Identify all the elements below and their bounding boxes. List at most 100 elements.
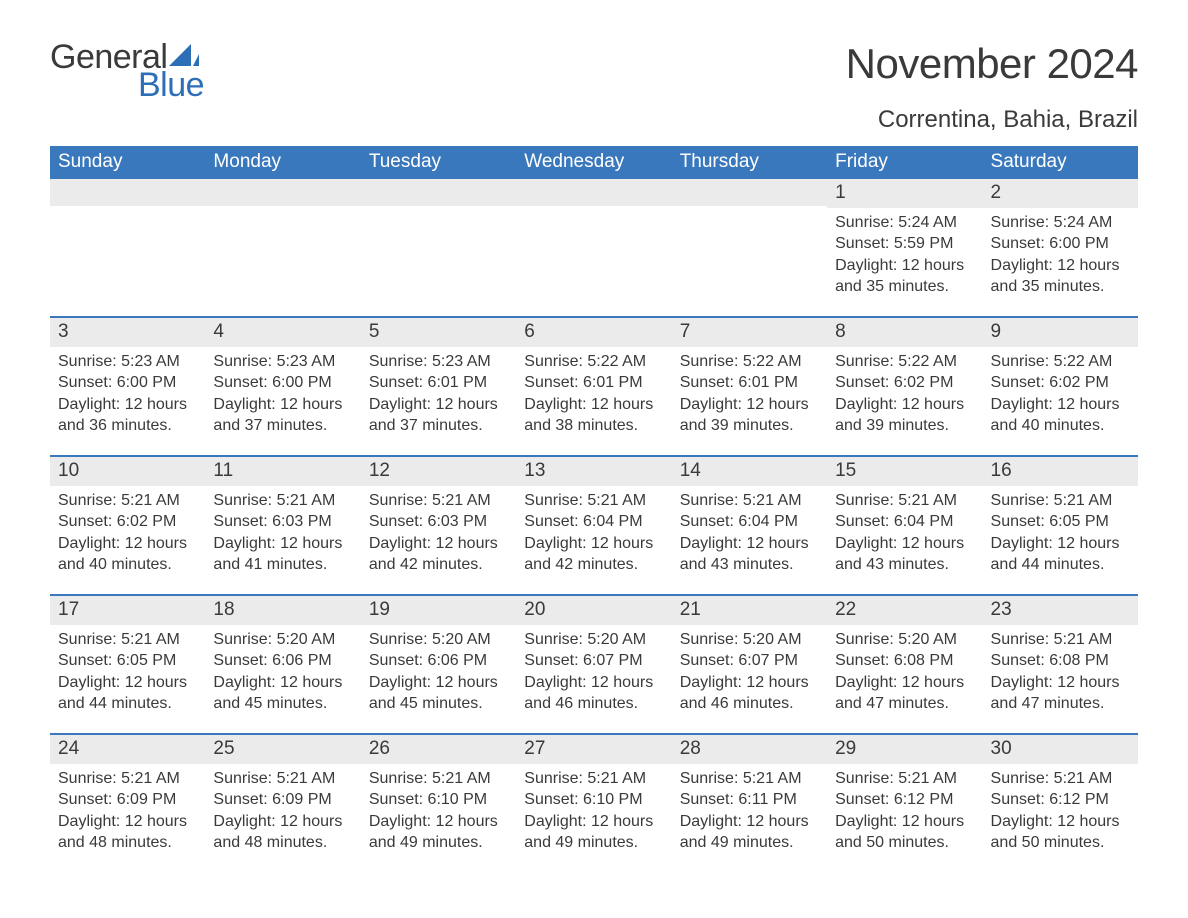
daylight-text: Daylight: 12 hours and 36 minutes. <box>58 394 197 437</box>
empty-day <box>361 179 516 206</box>
day-number: 9 <box>983 318 1138 347</box>
day-number: 16 <box>983 457 1138 486</box>
weekday-header: Monday <box>205 146 360 179</box>
day-details: Sunrise: 5:21 AMSunset: 6:05 PMDaylight:… <box>983 486 1138 594</box>
day-cell: 29Sunrise: 5:21 AMSunset: 6:12 PMDayligh… <box>827 735 982 872</box>
day-number: 14 <box>672 457 827 486</box>
day-cell: 28Sunrise: 5:21 AMSunset: 6:11 PMDayligh… <box>672 735 827 872</box>
day-cell: 8Sunrise: 5:22 AMSunset: 6:02 PMDaylight… <box>827 318 982 455</box>
day-details: Sunrise: 5:24 AMSunset: 6:00 PMDaylight:… <box>983 208 1138 316</box>
day-details: Sunrise: 5:21 AMSunset: 6:02 PMDaylight:… <box>50 486 205 594</box>
day-number: 30 <box>983 735 1138 764</box>
sunset-text: Sunset: 6:05 PM <box>991 511 1130 533</box>
day-cell: 26Sunrise: 5:21 AMSunset: 6:10 PMDayligh… <box>361 735 516 872</box>
sunrise-text: Sunrise: 5:21 AM <box>991 490 1130 512</box>
day-number: 11 <box>205 457 360 486</box>
weekday-header: Friday <box>827 146 982 179</box>
day-cell: 3Sunrise: 5:23 AMSunset: 6:00 PMDaylight… <box>50 318 205 455</box>
sunrise-text: Sunrise: 5:22 AM <box>835 351 974 373</box>
sunrise-text: Sunrise: 5:21 AM <box>524 490 663 512</box>
week-row: 1Sunrise: 5:24 AMSunset: 5:59 PMDaylight… <box>50 179 1138 316</box>
daylight-text: Daylight: 12 hours and 39 minutes. <box>835 394 974 437</box>
sunset-text: Sunset: 6:04 PM <box>524 511 663 533</box>
sunrise-text: Sunrise: 5:21 AM <box>835 490 974 512</box>
sunset-text: Sunset: 6:04 PM <box>680 511 819 533</box>
day-details: Sunrise: 5:21 AMSunset: 6:10 PMDaylight:… <box>361 764 516 872</box>
sunrise-text: Sunrise: 5:21 AM <box>835 768 974 790</box>
day-cell: 21Sunrise: 5:20 AMSunset: 6:07 PMDayligh… <box>672 596 827 733</box>
week-row: 3Sunrise: 5:23 AMSunset: 6:00 PMDaylight… <box>50 316 1138 455</box>
day-details: Sunrise: 5:20 AMSunset: 6:06 PMDaylight:… <box>361 625 516 733</box>
logo-text-blue: Blue <box>138 68 204 102</box>
week-row: 24Sunrise: 5:21 AMSunset: 6:09 PMDayligh… <box>50 733 1138 872</box>
day-number: 8 <box>827 318 982 347</box>
daylight-text: Daylight: 12 hours and 49 minutes. <box>524 811 663 854</box>
day-details: Sunrise: 5:21 AMSunset: 6:12 PMDaylight:… <box>983 764 1138 872</box>
day-details: Sunrise: 5:21 AMSunset: 6:03 PMDaylight:… <box>361 486 516 594</box>
day-details: Sunrise: 5:20 AMSunset: 6:06 PMDaylight:… <box>205 625 360 733</box>
day-details: Sunrise: 5:23 AMSunset: 6:00 PMDaylight:… <box>50 347 205 455</box>
day-details: Sunrise: 5:22 AMSunset: 6:02 PMDaylight:… <box>827 347 982 455</box>
sunset-text: Sunset: 6:07 PM <box>680 650 819 672</box>
daylight-text: Daylight: 12 hours and 45 minutes. <box>213 672 352 715</box>
daylight-text: Daylight: 12 hours and 49 minutes. <box>680 811 819 854</box>
day-cell <box>205 179 360 316</box>
sunrise-text: Sunrise: 5:21 AM <box>58 768 197 790</box>
day-details: Sunrise: 5:21 AMSunset: 6:03 PMDaylight:… <box>205 486 360 594</box>
daylight-text: Daylight: 12 hours and 38 minutes. <box>524 394 663 437</box>
day-cell: 30Sunrise: 5:21 AMSunset: 6:12 PMDayligh… <box>983 735 1138 872</box>
day-cell: 27Sunrise: 5:21 AMSunset: 6:10 PMDayligh… <box>516 735 671 872</box>
daylight-text: Daylight: 12 hours and 44 minutes. <box>58 672 197 715</box>
day-number: 5 <box>361 318 516 347</box>
sunrise-text: Sunrise: 5:21 AM <box>680 768 819 790</box>
day-number: 25 <box>205 735 360 764</box>
day-number: 4 <box>205 318 360 347</box>
sunset-text: Sunset: 6:01 PM <box>680 372 819 394</box>
weekday-header: Saturday <box>983 146 1138 179</box>
day-number: 1 <box>827 179 982 208</box>
day-number: 26 <box>361 735 516 764</box>
day-details: Sunrise: 5:23 AMSunset: 6:01 PMDaylight:… <box>361 347 516 455</box>
sunrise-text: Sunrise: 5:21 AM <box>369 490 508 512</box>
day-cell <box>672 179 827 316</box>
day-cell: 22Sunrise: 5:20 AMSunset: 6:08 PMDayligh… <box>827 596 982 733</box>
sunrise-text: Sunrise: 5:20 AM <box>524 629 663 651</box>
day-cell: 1Sunrise: 5:24 AMSunset: 5:59 PMDaylight… <box>827 179 982 316</box>
day-details: Sunrise: 5:21 AMSunset: 6:05 PMDaylight:… <box>50 625 205 733</box>
day-number: 17 <box>50 596 205 625</box>
day-details: Sunrise: 5:22 AMSunset: 6:02 PMDaylight:… <box>983 347 1138 455</box>
sunset-text: Sunset: 6:03 PM <box>369 511 508 533</box>
day-cell: 2Sunrise: 5:24 AMSunset: 6:00 PMDaylight… <box>983 179 1138 316</box>
sunrise-text: Sunrise: 5:20 AM <box>680 629 819 651</box>
sunrise-text: Sunrise: 5:24 AM <box>835 212 974 234</box>
day-cell: 23Sunrise: 5:21 AMSunset: 6:08 PMDayligh… <box>983 596 1138 733</box>
sunset-text: Sunset: 6:06 PM <box>213 650 352 672</box>
location-label: Correntina, Bahia, Brazil <box>846 106 1138 134</box>
sunrise-text: Sunrise: 5:21 AM <box>213 768 352 790</box>
week-row: 17Sunrise: 5:21 AMSunset: 6:05 PMDayligh… <box>50 594 1138 733</box>
day-number: 18 <box>205 596 360 625</box>
day-cell: 13Sunrise: 5:21 AMSunset: 6:04 PMDayligh… <box>516 457 671 594</box>
daylight-text: Daylight: 12 hours and 44 minutes. <box>991 533 1130 576</box>
day-details: Sunrise: 5:20 AMSunset: 6:07 PMDaylight:… <box>672 625 827 733</box>
day-number: 27 <box>516 735 671 764</box>
sunrise-text: Sunrise: 5:22 AM <box>680 351 819 373</box>
day-cell: 17Sunrise: 5:21 AMSunset: 6:05 PMDayligh… <box>50 596 205 733</box>
logo: General Blue <box>50 40 204 102</box>
empty-day <box>205 179 360 206</box>
calendar: Sunday Monday Tuesday Wednesday Thursday… <box>50 146 1138 872</box>
daylight-text: Daylight: 12 hours and 37 minutes. <box>369 394 508 437</box>
daylight-text: Daylight: 12 hours and 43 minutes. <box>680 533 819 576</box>
day-details: Sunrise: 5:20 AMSunset: 6:07 PMDaylight:… <box>516 625 671 733</box>
sunrise-text: Sunrise: 5:21 AM <box>991 629 1130 651</box>
sunset-text: Sunset: 6:07 PM <box>524 650 663 672</box>
day-details: Sunrise: 5:21 AMSunset: 6:08 PMDaylight:… <box>983 625 1138 733</box>
daylight-text: Daylight: 12 hours and 37 minutes. <box>213 394 352 437</box>
day-cell: 4Sunrise: 5:23 AMSunset: 6:00 PMDaylight… <box>205 318 360 455</box>
sunrise-text: Sunrise: 5:20 AM <box>213 629 352 651</box>
sunset-text: Sunset: 6:00 PM <box>213 372 352 394</box>
daylight-text: Daylight: 12 hours and 50 minutes. <box>991 811 1130 854</box>
month-title: November 2024 <box>846 40 1138 88</box>
daylight-text: Daylight: 12 hours and 47 minutes. <box>991 672 1130 715</box>
day-details: Sunrise: 5:21 AMSunset: 6:04 PMDaylight:… <box>516 486 671 594</box>
